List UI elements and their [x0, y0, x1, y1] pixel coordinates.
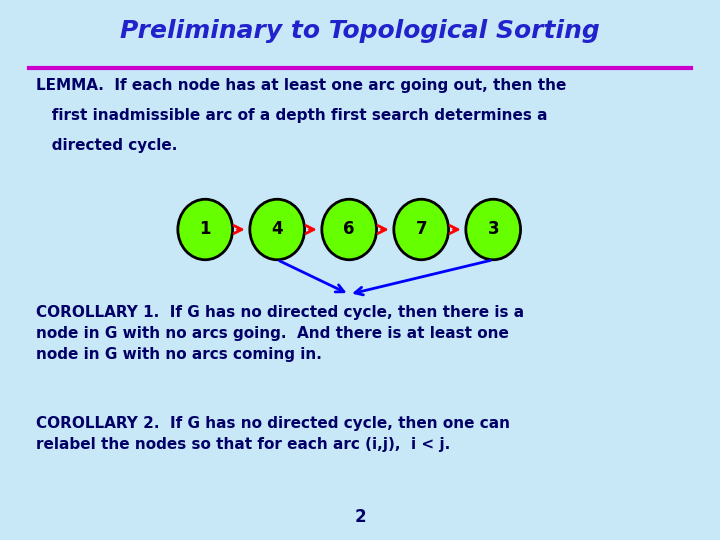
- Text: Preliminary to Topological Sorting: Preliminary to Topological Sorting: [120, 19, 600, 43]
- Text: LEMMA.  If each node has at least one arc going out, then the: LEMMA. If each node has at least one arc…: [36, 78, 567, 93]
- Ellipse shape: [250, 199, 305, 260]
- Text: first inadmissible arc of a depth first search determines a: first inadmissible arc of a depth first …: [36, 108, 547, 123]
- Ellipse shape: [466, 199, 521, 260]
- Ellipse shape: [394, 199, 449, 260]
- Ellipse shape: [178, 199, 233, 260]
- Text: directed cycle.: directed cycle.: [36, 138, 177, 153]
- Text: 7: 7: [415, 220, 427, 239]
- Ellipse shape: [322, 199, 377, 260]
- Text: COROLLARY 2.  If G has no directed cycle, then one can
relabel the nodes so that: COROLLARY 2. If G has no directed cycle,…: [36, 416, 510, 452]
- Text: 2: 2: [354, 509, 366, 526]
- Text: 6: 6: [343, 220, 355, 239]
- Text: 1: 1: [199, 220, 211, 239]
- Text: 3: 3: [487, 220, 499, 239]
- Text: COROLLARY 1.  If G has no directed cycle, then there is a
node in G with no arcs: COROLLARY 1. If G has no directed cycle,…: [36, 305, 524, 362]
- Text: 4: 4: [271, 220, 283, 239]
